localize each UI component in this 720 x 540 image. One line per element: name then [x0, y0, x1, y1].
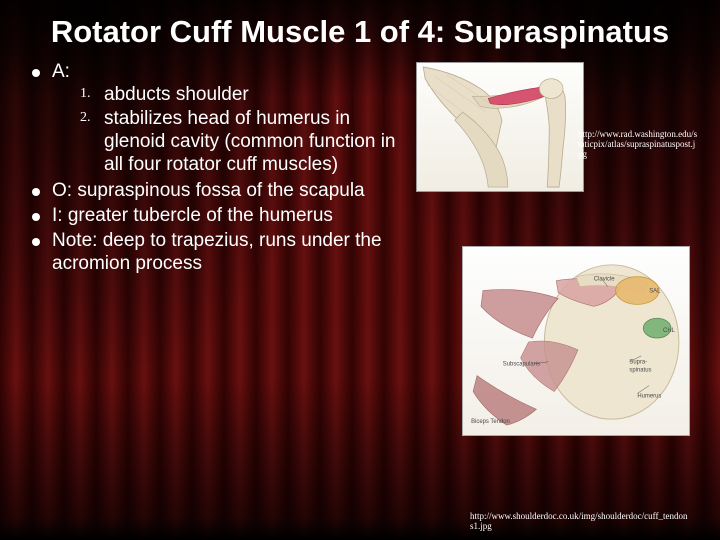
svg-text:SAL: SAL: [649, 288, 661, 294]
bullet-item: A: 1. abducts shoulder 2. stabilizes hea…: [28, 60, 408, 177]
bullet-item: O: supraspinous fossa of the scapula: [28, 179, 408, 202]
bullet-text: O: supraspinous fossa of the scapula: [52, 180, 365, 201]
sub-text: abducts shoulder: [104, 84, 249, 105]
svg-text:spinatus: spinatus: [629, 367, 651, 373]
sub-text: stabilizes head of humerus in glenoid ca…: [104, 108, 395, 175]
sub-number: 2.: [80, 109, 91, 126]
slide-body: A: 1. abducts shoulder 2. stabilizes hea…: [0, 56, 720, 278]
bullet-item: Note: deep to trapezius, runs under the …: [28, 229, 408, 275]
sub-item: 1. abducts shoulder: [80, 83, 408, 106]
figure-supraspinatus-posterior: [416, 62, 584, 192]
slide-title: Rotator Cuff Muscle 1 of 4: Supraspinatu…: [0, 0, 720, 56]
svg-text:Biceps Tendon: Biceps Tendon: [471, 419, 510, 425]
sub-list: 1. abducts shoulder 2. stabilizes head o…: [52, 83, 408, 177]
svg-text:Clavicle: Clavicle: [594, 276, 615, 282]
bullet-item: I: greater tubercle of the humerus: [28, 204, 408, 227]
sub-item: 2. stabilizes head of humerus in glenoid…: [80, 107, 408, 177]
bullet-list: A: 1. abducts shoulder 2. stabilizes hea…: [28, 60, 408, 276]
slide: Rotator Cuff Muscle 1 of 4: Supraspinatu…: [0, 0, 720, 540]
bullet-text: A:: [52, 61, 70, 82]
bullet-text: Note: deep to trapezius, runs under the …: [52, 230, 382, 274]
figure-cuff-tendons: Clavicle SAL CHL Supra- spinatus Humerus…: [462, 246, 690, 436]
svg-text:Humerus: Humerus: [637, 393, 661, 399]
bullet-text: I: greater tubercle of the humerus: [52, 205, 333, 226]
svg-text:Subscapularis: Subscapularis: [503, 361, 540, 367]
image-credit-2: http://www.shoulderdoc.co.uk/img/shoulde…: [470, 512, 690, 532]
content-column: A: 1. abducts shoulder 2. stabilizes hea…: [28, 60, 408, 278]
image-credit-1: http://www.rad.washington.edu/staticpix/…: [578, 130, 698, 160]
figure-column: Clavicle SAL CHL Supra- spinatus Humerus…: [408, 60, 710, 278]
svg-text:CHL: CHL: [663, 328, 676, 334]
sub-number: 1.: [80, 85, 91, 102]
